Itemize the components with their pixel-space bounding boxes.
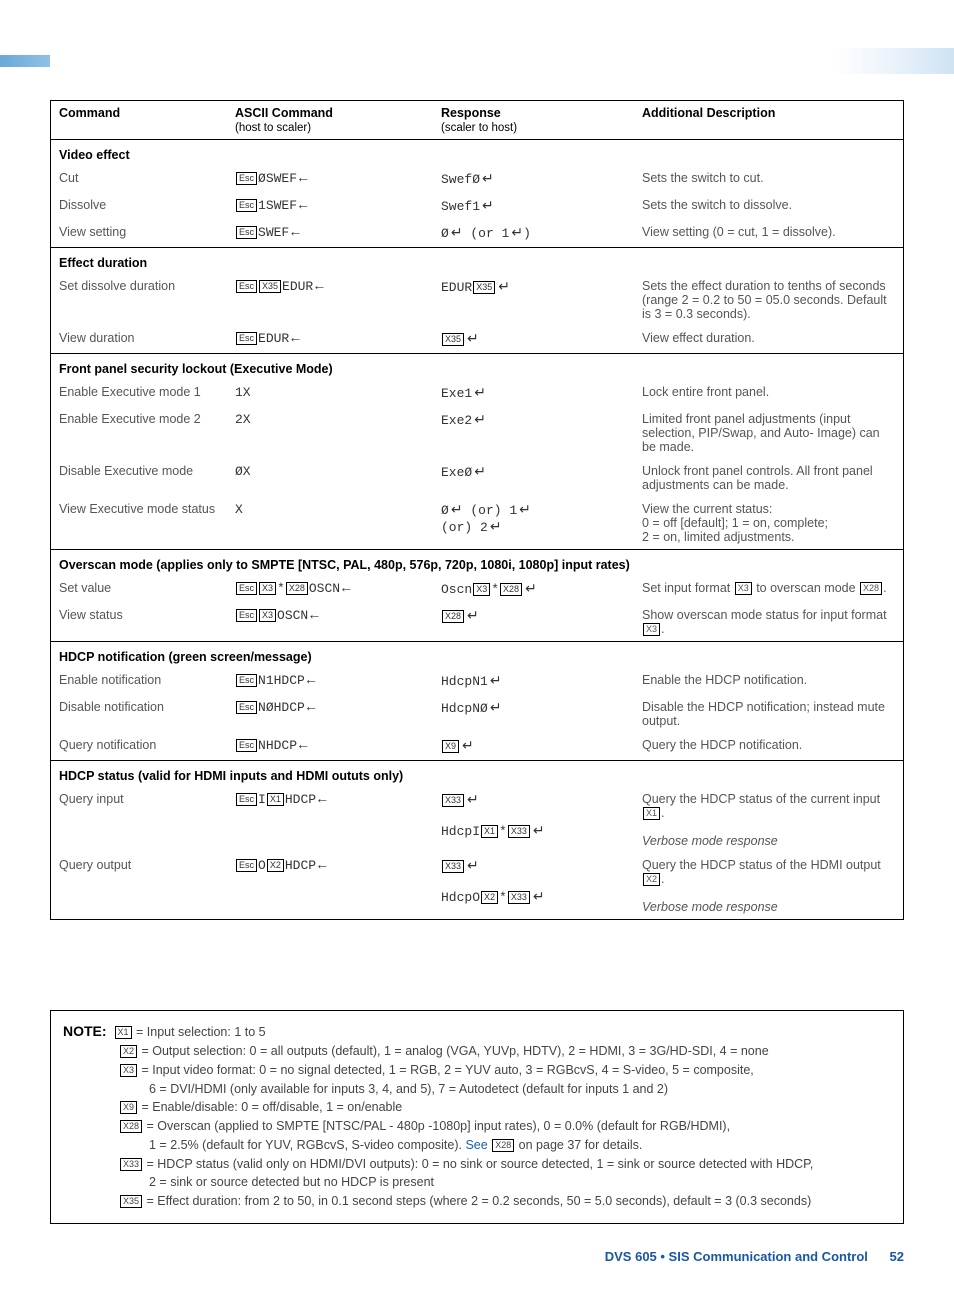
page-footer: DVS 605 • SIS Communication and Control … bbox=[50, 1249, 904, 1264]
row-exec-view: View Executive mode status X Ø (or) 1(or… bbox=[51, 497, 904, 550]
table-header-row: Command ASCII Command(host to scaler) Re… bbox=[51, 101, 904, 140]
row-overscan-set: Set value EscX3*X28OSCN OscnX3*X28 Set i… bbox=[51, 576, 904, 603]
command-table: Command ASCII Command(host to scaler) Re… bbox=[50, 100, 904, 920]
row-hdcp-query: Query notification EscNHDCP X9 Query the… bbox=[51, 733, 904, 761]
col-response: Response(scaler to host) bbox=[433, 101, 634, 140]
row-cut: Cut EscØSWEF SwefØ Sets the switch to cu… bbox=[51, 166, 904, 193]
row-view-duration: View duration EscEDUR X35 View effect du… bbox=[51, 326, 904, 354]
row-dissolve: Dissolve Esc1SWEF Swef1 Sets the switch … bbox=[51, 193, 904, 220]
col-ascii: ASCII Command(host to scaler) bbox=[227, 101, 433, 140]
footer-text: DVS 605 • SIS Communication and Control bbox=[605, 1249, 868, 1264]
row-exec2: Enable Executive mode 2 2X Exe2 Limited … bbox=[51, 407, 904, 459]
section-overscan: Overscan mode (applies only to SMPTE [NT… bbox=[51, 550, 904, 577]
page-number: 52 bbox=[890, 1249, 904, 1264]
row-overscan-view: View status EscX3OSCN X28 Show overscan … bbox=[51, 603, 904, 642]
section-exec-lockout: Front panel security lockout (Executive … bbox=[51, 354, 904, 381]
row-exec-disable: Disable Executive mode ØX ExeØ Unlock fr… bbox=[51, 459, 904, 497]
top-right-gradient bbox=[834, 48, 954, 74]
section-hdcp-status: HDCP status (valid for HDMI inputs and H… bbox=[51, 761, 904, 788]
col-command: Command bbox=[51, 101, 228, 140]
section-hdcp-notif: HDCP notification (green screen/message) bbox=[51, 642, 904, 669]
row-hdcp-enable: Enable notification EscN1HDCP HdcpN1 Ena… bbox=[51, 668, 904, 695]
note-box: NOTE: X1 = Input selection: 1 to 5 X2 = … bbox=[50, 1010, 904, 1224]
note-label: NOTE: bbox=[63, 1023, 107, 1039]
row-exec1: Enable Executive mode 1 1X Exe1 Lock ent… bbox=[51, 380, 904, 407]
row-hdcp-query-input: Query input EscIX1HDCP X33HdcpIX1*X33 Qu… bbox=[51, 787, 904, 853]
row-hdcp-disable: Disable notification EscNØHDCP HdcpNØ Di… bbox=[51, 695, 904, 733]
section-effect-duration: Effect duration bbox=[51, 248, 904, 275]
section-video-effect: Video effect bbox=[51, 140, 904, 167]
see-link[interactable]: See bbox=[465, 1138, 491, 1152]
top-accent-bar bbox=[0, 55, 50, 67]
row-hdcp-query-output: Query output EscOX2HDCP X33HdcpOX2*X33 Q… bbox=[51, 853, 904, 920]
row-view-setting: View setting EscSWEF Ø (or 1) View setti… bbox=[51, 220, 904, 248]
row-set-duration: Set dissolve duration EscX35EDUR EDURX35… bbox=[51, 274, 904, 326]
col-desc: Additional Description bbox=[634, 101, 904, 140]
